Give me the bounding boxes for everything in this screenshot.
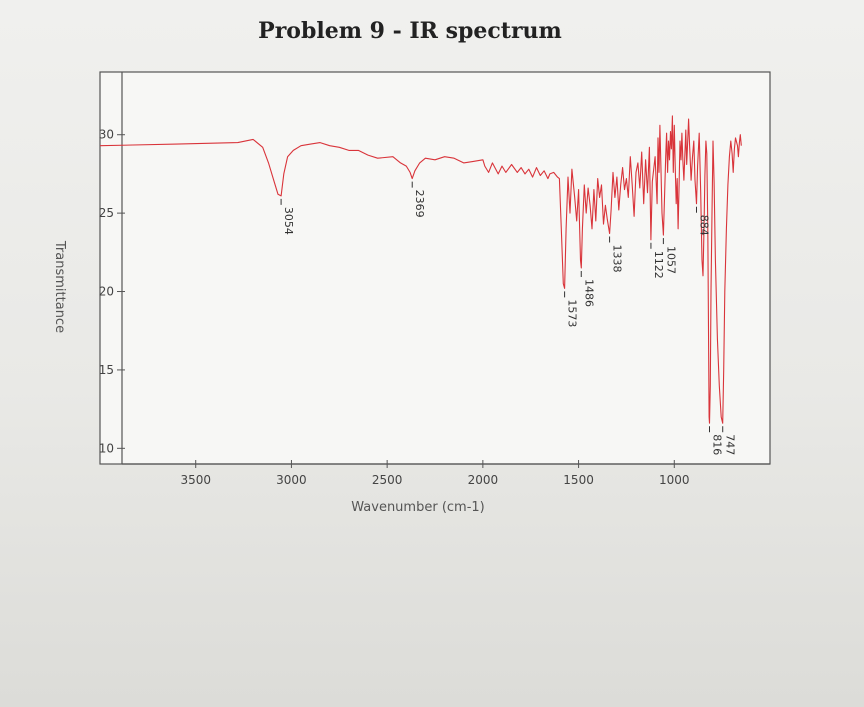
peak-label: 1057	[664, 246, 677, 274]
x-tick-label: 1500	[563, 473, 594, 487]
y-tick-label: 15	[99, 363, 114, 377]
peak-label: 3054	[282, 207, 295, 235]
y-tick-label: 10	[99, 441, 114, 455]
x-tick-label: 2000	[468, 473, 499, 487]
peak-label: 1122	[652, 251, 665, 279]
x-tick-label: 2500	[372, 473, 403, 487]
y-tick-label: 20	[99, 285, 114, 299]
y-axis: 10 15 20 25 30	[99, 72, 125, 464]
x-tick-label: 3000	[276, 473, 307, 487]
x-tick-label: 3500	[180, 473, 211, 487]
peak-label: 1338	[611, 245, 624, 273]
peak-label: 2369	[413, 190, 426, 218]
peak-label: 1486	[582, 279, 595, 307]
x-axis: 3500 3000 2500 2000 1500 1000	[122, 460, 770, 487]
peak-label: 747	[724, 434, 737, 455]
plot-area	[99, 71, 771, 465]
y-tick-label: 25	[99, 206, 114, 220]
spectrum-line	[100, 115, 742, 424]
peak-label: 1573	[566, 299, 579, 327]
chart-title: Problem 9 - IR spectrum	[258, 18, 562, 44]
peak-label: 816	[711, 434, 724, 455]
y-tick-label: 30	[99, 128, 114, 142]
spectrum-series	[100, 115, 742, 424]
x-tick-label: 1000	[659, 473, 690, 487]
peak-label: 884	[697, 215, 710, 236]
x-axis-title: Wavenumber (cm-1)	[351, 500, 484, 515]
y-axis-title: Transmittance	[52, 240, 67, 333]
